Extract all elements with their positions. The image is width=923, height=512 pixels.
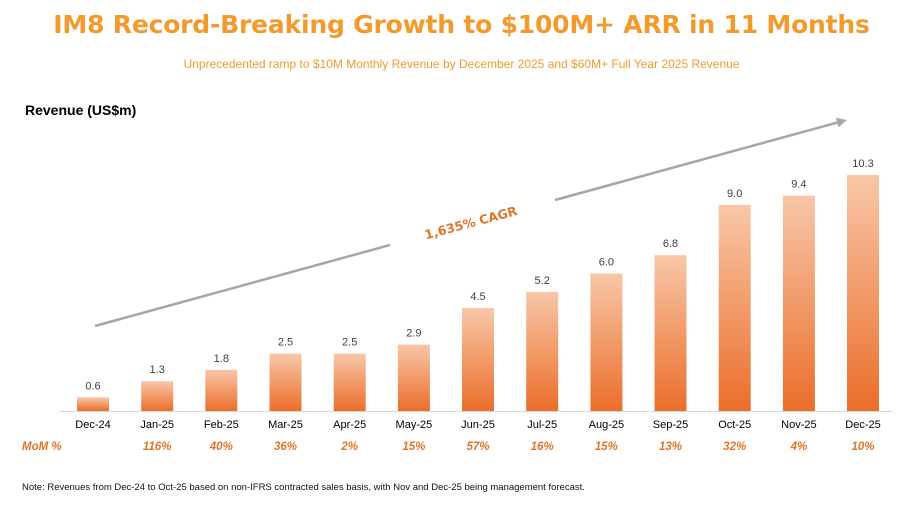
bar-Aug-25: [590, 273, 623, 411]
data-label-Feb-25: 1.8: [214, 353, 229, 365]
bar-group: 0.6 1.3 1.8 2.5 2.5 2.9 4.5 5.2 6.0 6.8 9.0 9.4 10.3: [77, 158, 879, 411]
x-tick-Aug-25: Aug-25: [589, 419, 624, 431]
mom-value-Jun-25: 57%: [466, 441, 489, 453]
bar-Dec-25: [847, 175, 879, 411]
x-tick-Feb-25: Feb-25: [204, 419, 239, 431]
mom-value-Mar-25: 36%: [274, 441, 297, 453]
mom-value-Feb-25: 40%: [209, 441, 233, 453]
mom-value-Nov-25: 4%: [790, 441, 808, 453]
x-tick-Mar-25: Mar-25: [268, 419, 303, 431]
page-title: IM8 Record-Breaking Growth to $100M+ ARR…: [53, 10, 870, 39]
bar-Sep-25: [654, 255, 687, 411]
page-subtitle: Unprecedented ramp to $10M Monthly Reven…: [183, 57, 740, 71]
data-label-Mar-25: 2.5: [278, 337, 293, 349]
bar-Nov-25: [782, 195, 815, 411]
mom-value-Jul-25: 16%: [531, 441, 554, 453]
x-tick-Dec-24: Dec-24: [75, 419, 110, 431]
bar-Dec-24: [77, 397, 109, 411]
x-tick-Jul-25: Jul-25: [527, 419, 557, 431]
data-label-Sep-25: 6.8: [663, 238, 678, 250]
mom-row-label: MoM %: [22, 441, 62, 453]
data-label-Dec-25: 10.3: [852, 158, 873, 170]
mom-value-Jan-25: 116%: [143, 441, 172, 453]
bar-Apr-25: [333, 353, 366, 411]
mom-value-Sep-25: 13%: [659, 441, 682, 453]
mom-value-Aug-25: 15%: [595, 441, 618, 453]
x-tick-Dec-25: Dec-25: [845, 419, 880, 431]
x-tick-labels: Dec-24 Jan-25 Feb-25 Mar-25 Apr-25 May-25 Jun-…: [75, 419, 880, 431]
mom-value-May-25: 15%: [402, 441, 425, 453]
bar-Mar-25: [269, 353, 302, 411]
cagr-annotation: 1,635% CAGR: [423, 203, 519, 242]
data-label-Jan-25: 1.3: [150, 364, 165, 376]
data-label-Aug-25: 6.0: [599, 257, 614, 269]
x-tick-Oct-25: Oct-25: [718, 419, 751, 431]
x-tick-Jan-25: Jan-25: [140, 419, 174, 431]
revenue-bar-chart: Revenue (US$m) 1,635% CAGR 0.6 1.3 1.8 2.5 2…: [22, 102, 892, 453]
y-axis-label: Revenue (US$m): [25, 102, 136, 118]
bar-Oct-25: [718, 204, 751, 411]
data-label-Oct-25: 9.0: [727, 188, 742, 200]
mom-value-Apr-25: 2%: [340, 441, 358, 453]
bar-Feb-25: [205, 369, 238, 411]
x-tick-Sep-25: Sep-25: [653, 419, 688, 431]
mom-value-Dec-25: 10%: [851, 441, 874, 453]
data-label-Dec-24: 0.6: [85, 380, 100, 392]
mom-row: MoM % 116% 40% 36% 2% 15% 57% 16% 15% 13% 32% 4% 10…: [22, 441, 875, 453]
x-tick-Apr-25: Apr-25: [333, 419, 366, 431]
bar-Jul-25: [526, 291, 559, 411]
footnote: Note: Revenues from Dec-24 to Oct-25 bas…: [22, 482, 585, 493]
bar-Jan-25: [141, 381, 174, 411]
data-label-Jun-25: 4.5: [470, 291, 485, 303]
bar-Jun-25: [462, 307, 494, 411]
data-label-Nov-25: 9.4: [791, 179, 806, 191]
trend-arrow-left-segment: [94, 243, 391, 328]
mom-value-Oct-25: 32%: [723, 441, 746, 453]
x-tick-Jun-25: Jun-25: [461, 419, 495, 431]
x-tick-May-25: May-25: [396, 419, 433, 431]
bar-May-25: [397, 344, 430, 411]
data-label-Jul-25: 5.2: [535, 275, 550, 287]
x-tick-Nov-25: Nov-25: [781, 419, 816, 431]
trend-arrow-right-segment: [554, 117, 847, 202]
data-label-Apr-25: 2.5: [342, 337, 357, 349]
data-label-May-25: 2.9: [406, 328, 421, 340]
